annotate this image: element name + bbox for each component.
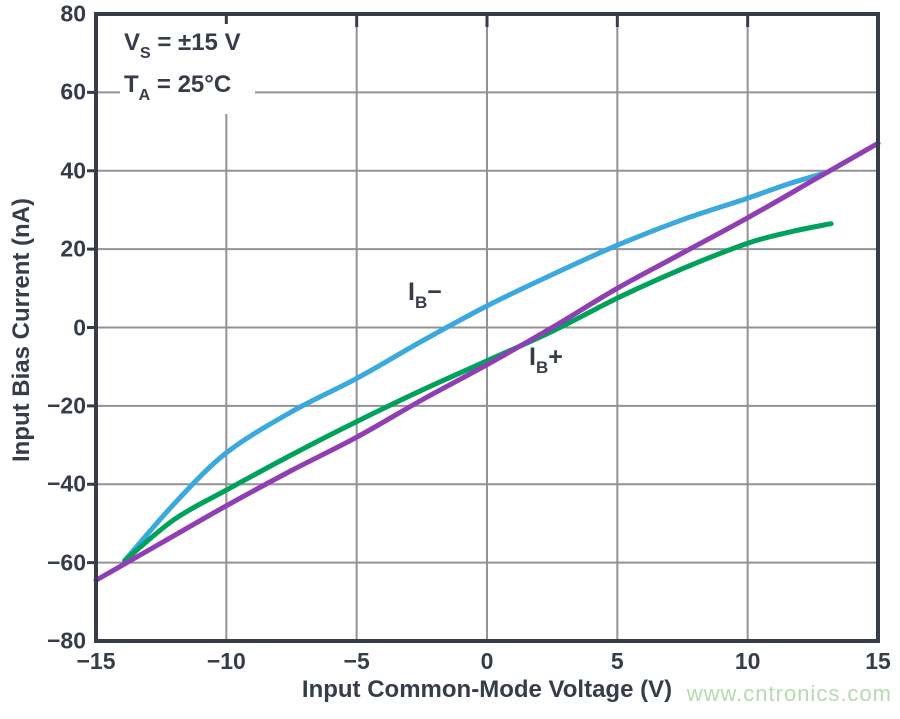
ib-minus-curve-label: IB− (408, 278, 442, 312)
plot-border (94, 12, 880, 643)
y-tick-label: −60 (46, 549, 86, 576)
y-tick-label: 0 (73, 314, 86, 340)
y-tick-label: 40 (60, 157, 86, 184)
y-axis-title: Input Bias Current (nA) (8, 198, 35, 462)
watermark-text: www.cntronics.com (686, 681, 892, 706)
supply-voltage-annotation: VS = ±15 V (124, 29, 241, 62)
x-axis-title: Input Common-Mode Voltage (V) (301, 676, 673, 703)
x-tick-label: −5 (343, 648, 370, 674)
conditions-annotation: VS = ±15 V TA = 25°C (120, 24, 255, 114)
curve-ib-minus (122, 170, 829, 564)
y-tick-label: 80 (60, 0, 86, 27)
x-tick-label: 0 (480, 648, 494, 674)
y-tick-label: 60 (60, 78, 86, 105)
x-tick-label: 10 (734, 648, 761, 674)
curve-unlabeled (93, 140, 881, 583)
ib-plus-curve-label: IB+ (529, 343, 563, 377)
curve-ib-plus (122, 221, 834, 564)
temperature-annotation: TA = 25°C (124, 70, 232, 104)
y-tick-label: −80 (46, 627, 86, 654)
x-tick-label: −15 (76, 648, 116, 674)
x-tick-label: 5 (610, 648, 624, 674)
x-tick-label: 15 (865, 648, 891, 674)
x-tick-label: −10 (206, 648, 246, 674)
y-tick-label: −40 (46, 470, 86, 497)
y-tick-label: 20 (60, 235, 86, 262)
y-tick-label: −20 (46, 392, 86, 419)
